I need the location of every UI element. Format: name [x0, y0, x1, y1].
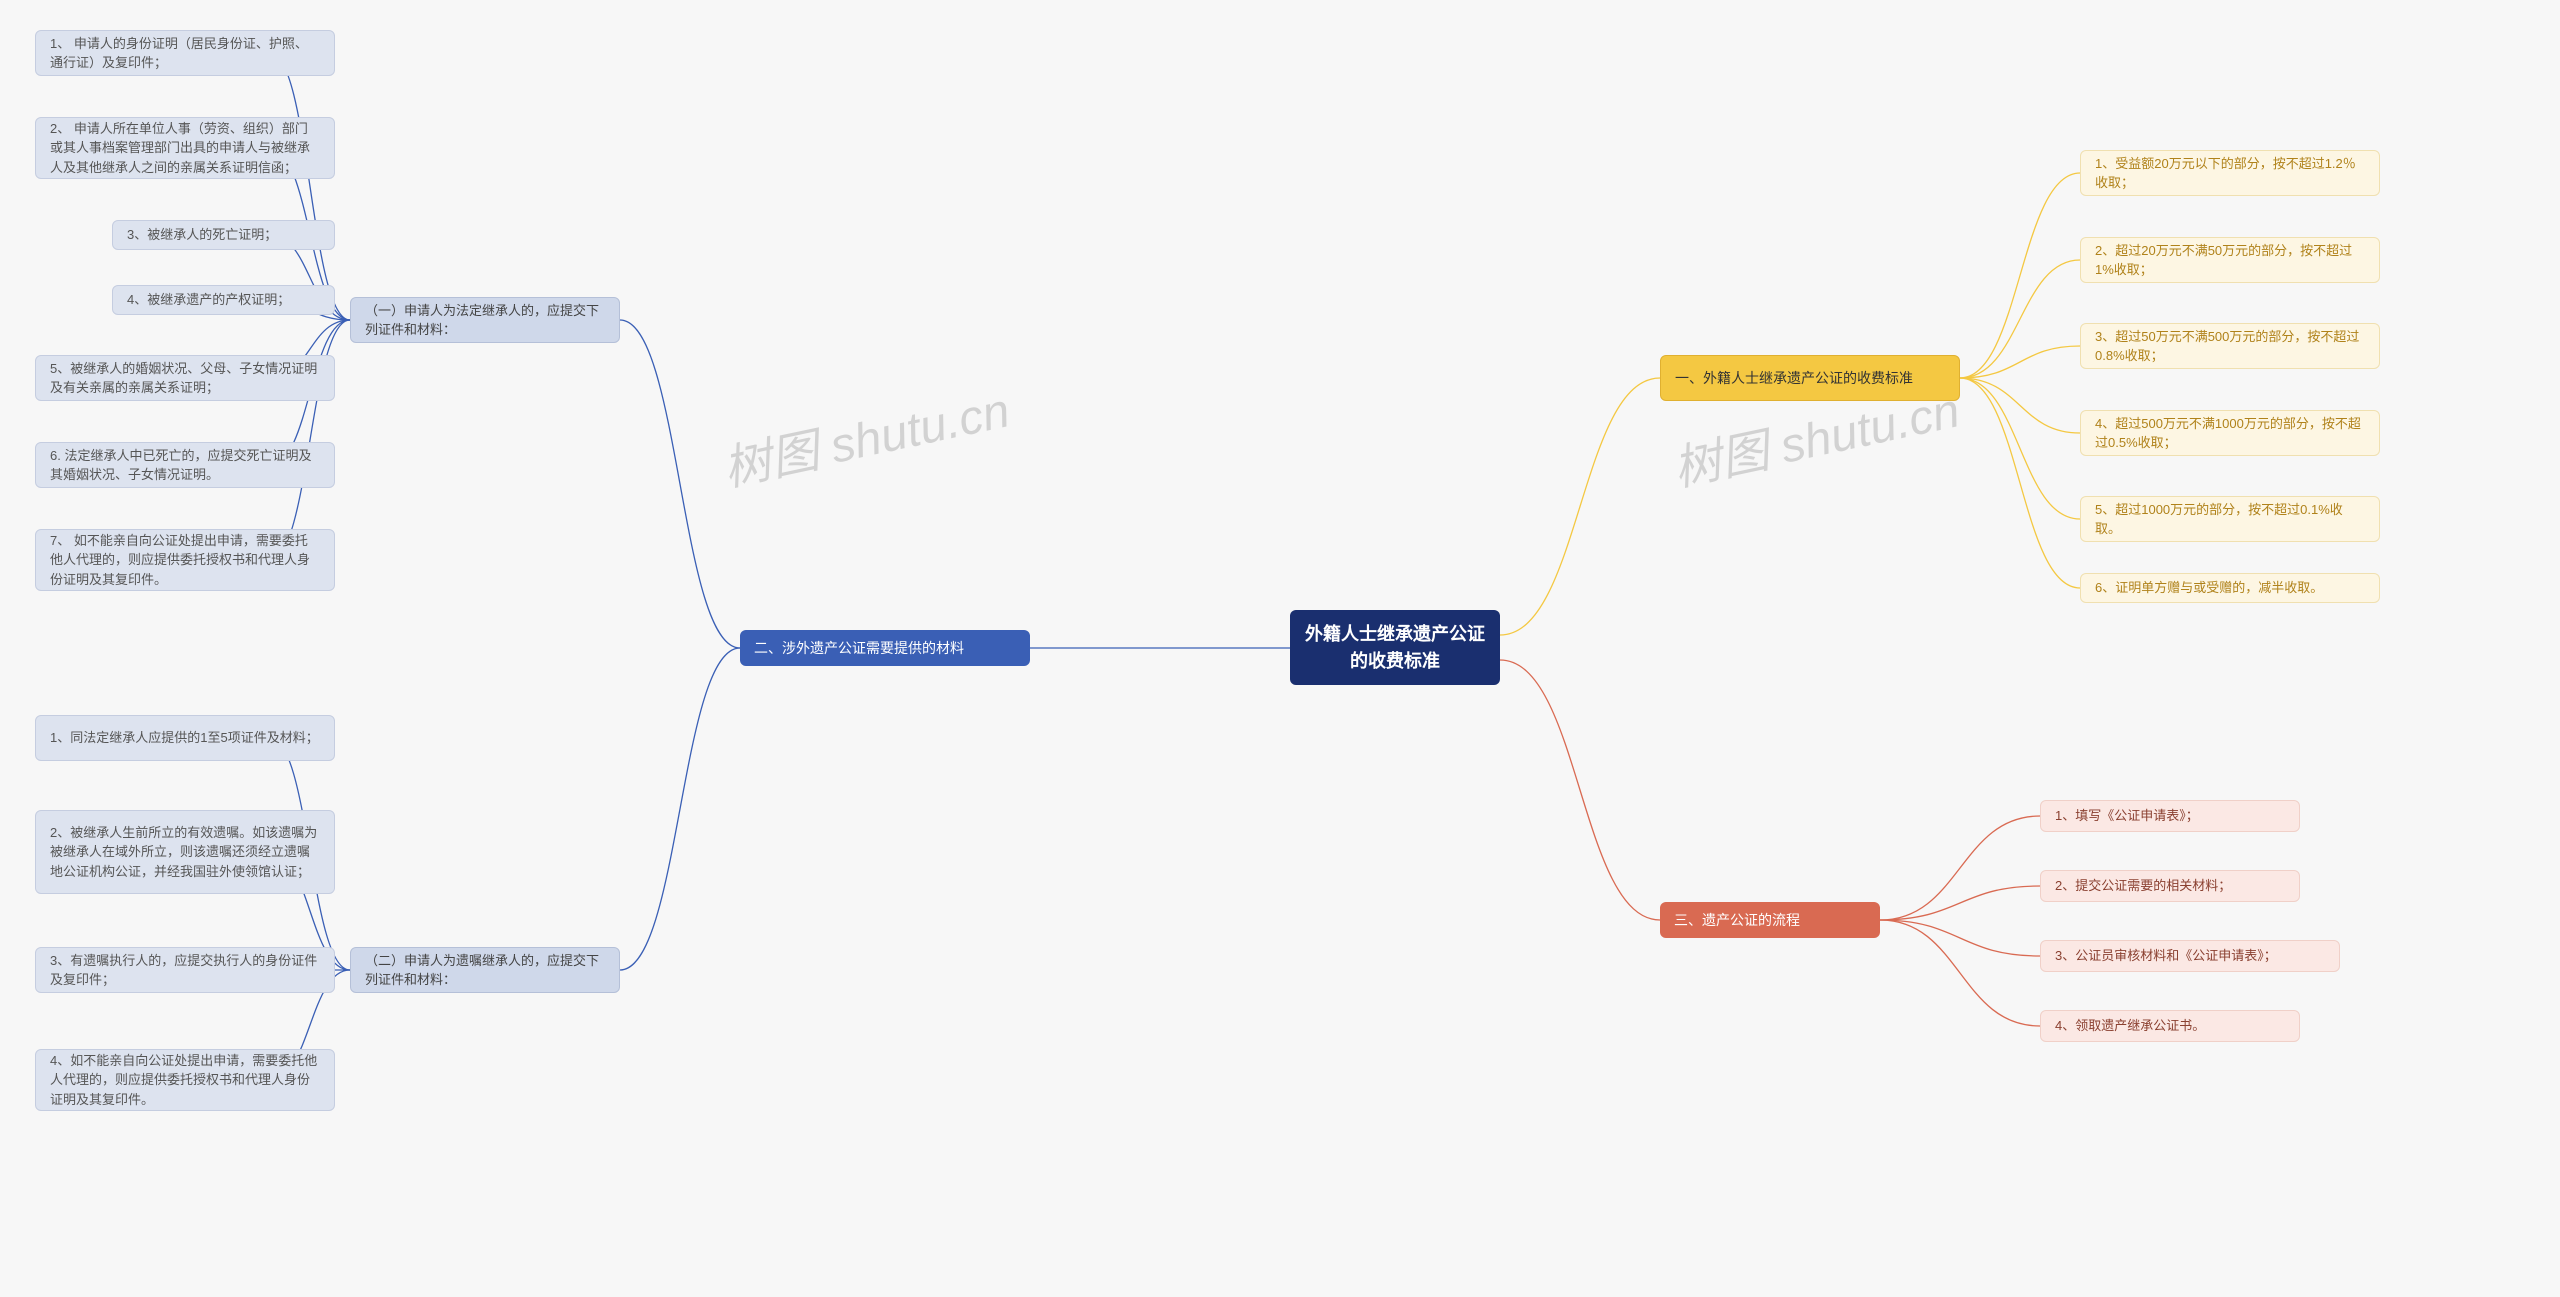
branch1-item: 6、证明单方赠与或受赠的，减半收取。: [2080, 573, 2380, 603]
sub1-item: 6. 法定继承人中已死亡的，应提交死亡证明及其婚姻状况、子女情况证明。: [35, 442, 335, 488]
branch1-item: 1、受益额20万元以下的部分，按不超过1.2％ 收取；: [2080, 150, 2380, 196]
branch-2: 二、涉外遗产公证需要提供的材料: [740, 630, 1030, 666]
branch3-item: 2、提交公证需要的相关材料；: [2040, 870, 2300, 902]
branch3-item: 1、填写《公证申请表》；: [2040, 800, 2300, 832]
branch-3: 三、遗产公证的流程: [1660, 902, 1880, 938]
watermark: 树图 shutu.cn: [716, 371, 1015, 500]
branch1-item: 4、超过500万元不满1000万元的部分，按不超过0.5%收取；: [2080, 410, 2380, 456]
sub2-item: 4、如不能亲自向公证处提出申请，需要委托他人代理的，则应提供委托授权书和代理人身…: [35, 1049, 335, 1111]
sub2-item: 3、有遗嘱执行人的，应提交执行人的身份证件及复印件；: [35, 947, 335, 993]
sub1-item: 4、被继承遗产的产权证明；: [112, 285, 335, 315]
branch3-item: 4、领取遗产继承公证书。: [2040, 1010, 2300, 1042]
branch-1: 一、外籍人士继承遗产公证的收费标准: [1660, 355, 1960, 401]
sub2-item: 2、被继承人生前所立的有效遗嘱。如该遗嘱为被继承人在域外所立，则该遗嘱还须经立遗…: [35, 810, 335, 894]
sub2-item: 1、同法定继承人应提供的1至5项证件及材料；: [35, 715, 335, 761]
branch1-item: 2、超过20万元不满50万元的部分，按不超过1%收取；: [2080, 237, 2380, 283]
branch2-sub2: （二）申请人为遗嘱继承人的，应提交下列证件和材料：: [350, 947, 620, 993]
sub1-item: 1、 申请人的身份证明（居民身份证、护照、通行证）及复印件；: [35, 30, 335, 76]
branch1-item: 3、超过50万元不满500万元的部分，按不超过0.8%收取；: [2080, 323, 2380, 369]
branch1-item: 5、超过1000万元的部分，按不超过0.1%收取。: [2080, 496, 2380, 542]
sub1-item: 7、 如不能亲自向公证处提出申请，需要委托他人代理的，则应提供委托授权书和代理人…: [35, 529, 335, 591]
branch2-sub1: （一）申请人为法定继承人的，应提交下列证件和材料：: [350, 297, 620, 343]
sub1-item: 3、被继承人的死亡证明；: [112, 220, 335, 250]
branch3-item: 3、公证员审核材料和《公证申请表》；: [2040, 940, 2340, 972]
sub1-item: 2、 申请人所在单位人事（劳资、组织）部门或其人事档案管理部门出具的申请人与被继…: [35, 117, 335, 179]
root-node: 外籍人士继承遗产公证的收费标准: [1290, 610, 1500, 685]
sub1-item: 5、被继承人的婚姻状况、父母、子女情况证明及有关亲属的亲属关系证明；: [35, 355, 335, 401]
